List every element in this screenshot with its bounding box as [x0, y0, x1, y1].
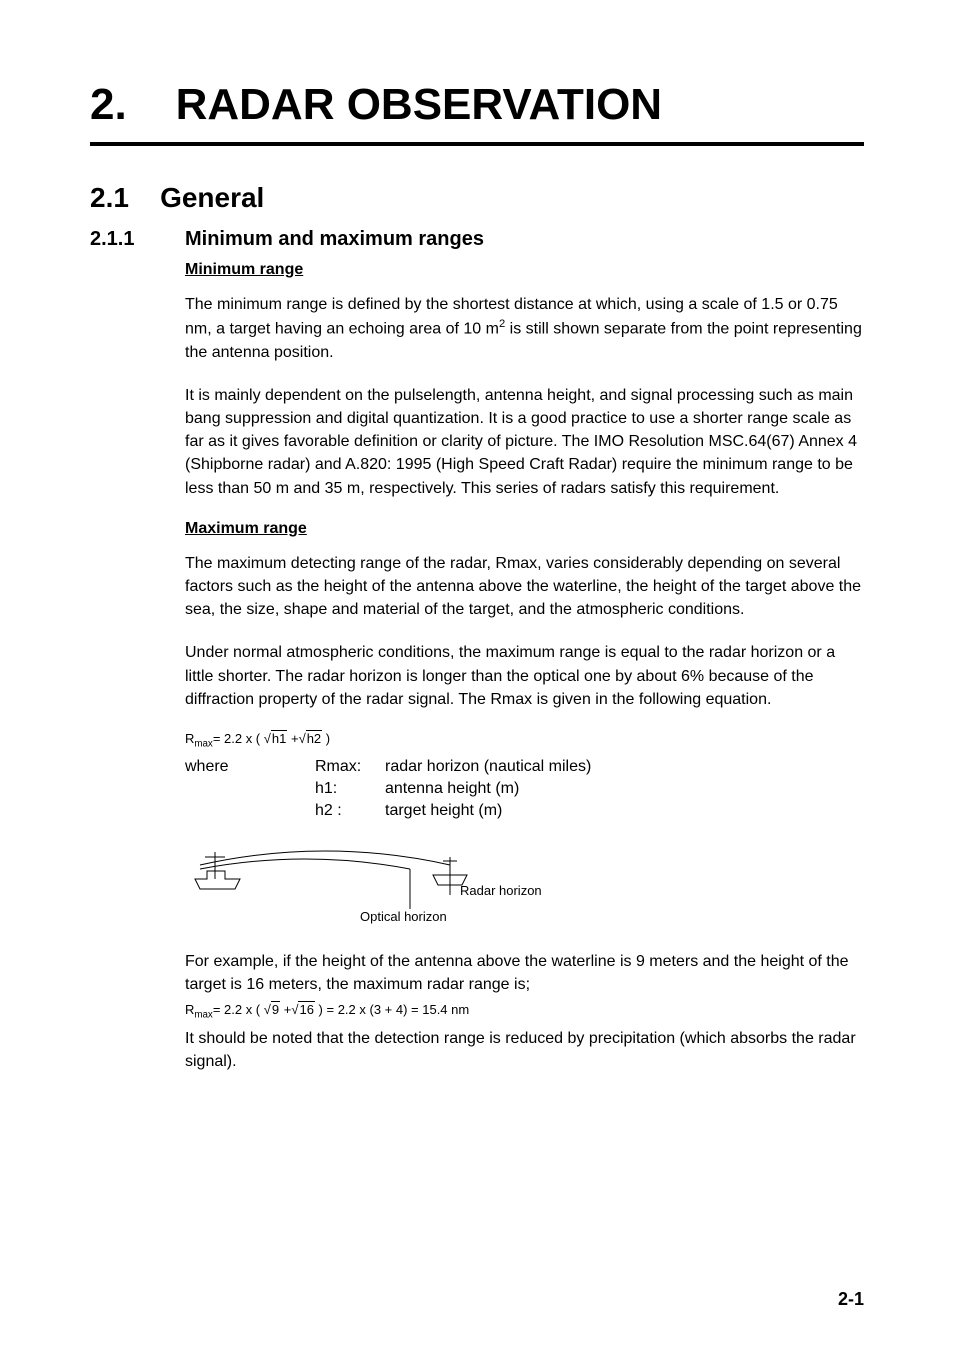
subscript: max: [194, 1010, 212, 1021]
formula-rmax-general: Rmax= 2.2 x ( √h1 +√h2 ): [185, 731, 864, 750]
radar-horizon-label: Radar horizon: [460, 883, 542, 898]
where-def: antenna height (m): [385, 778, 864, 800]
subsection-row: 2.1.1 Minimum and maximum ranges: [90, 228, 864, 251]
radicand: 16: [298, 1001, 314, 1017]
where-var: Rmax:: [315, 756, 385, 778]
where-var: h1:: [315, 778, 385, 800]
page-number: 2-1: [838, 1289, 864, 1310]
chapter-rule: [90, 142, 864, 146]
formula-text: = 2.2 x ( √: [213, 1002, 271, 1017]
note-para: It should be noted that the detection ra…: [185, 1027, 864, 1073]
chapter-number: 2.: [90, 80, 127, 129]
section-heading: General: [160, 182, 264, 213]
min-range-para-2: It is mainly dependent on the pulselengt…: [185, 384, 864, 500]
horizon-diagram: Radar horizon Optical horizon: [185, 837, 864, 932]
formula-text: ): [322, 731, 330, 746]
formula-text: +√: [287, 731, 305, 746]
content-block: Minimum range The minimum range is defin…: [185, 261, 864, 1073]
subscript: max: [194, 739, 212, 750]
optical-horizon-label: Optical horizon: [360, 909, 447, 924]
radicand: 9: [271, 1001, 280, 1017]
min-range-para-1: The minimum range is defined by the shor…: [185, 293, 864, 364]
subsection-heading: Minimum and maximum ranges: [185, 228, 484, 251]
where-label: where: [185, 756, 315, 778]
radicand: h2: [306, 730, 322, 746]
max-range-para-2: Under normal atmospheric conditions, the…: [185, 641, 864, 711]
formula-text: ) = 2.2 x (3 + 4) = 15.4 nm: [315, 1002, 469, 1017]
max-range-para-1: The maximum detecting range of the radar…: [185, 552, 864, 622]
min-range-heading: Minimum range: [185, 261, 864, 279]
formula-rmax-example: Rmax= 2.2 x ( √9 +√16 ) = 2.2 x (3 + 4) …: [185, 1002, 864, 1021]
formula-text: = 2.2 x ( √: [213, 731, 271, 746]
where-spacer: [185, 778, 315, 800]
subsection-number: 2.1.1: [90, 228, 185, 251]
formula-text: +√: [280, 1002, 298, 1017]
example-para: For example, if the height of the antenn…: [185, 950, 864, 996]
formula-var: R: [185, 731, 194, 746]
where-var: h2 :: [315, 800, 385, 822]
formula-var: R: [185, 1002, 194, 1017]
where-def: target height (m): [385, 800, 864, 822]
where-def: radar horizon (nautical miles): [385, 756, 864, 778]
where-row: h2 : target height (m): [185, 800, 864, 822]
section-title: 2.1 General: [90, 182, 864, 214]
radicand: h1: [271, 730, 287, 746]
where-row: where Rmax: radar horizon (nautical mile…: [185, 756, 864, 778]
section-number: 2.1: [90, 182, 129, 213]
chapter-title: 2. RADAR OBSERVATION: [90, 80, 864, 130]
where-spacer: [185, 800, 315, 822]
where-row: h1: antenna height (m): [185, 778, 864, 800]
chapter-heading: RADAR OBSERVATION: [176, 80, 662, 129]
max-range-heading: Maximum range: [185, 520, 864, 538]
